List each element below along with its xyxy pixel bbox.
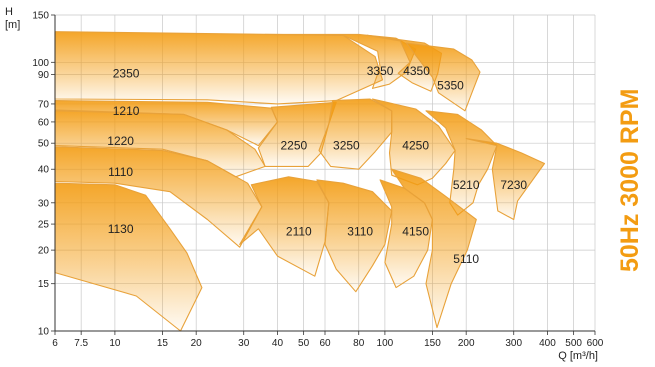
region-label-3250: 3250 bbox=[333, 139, 360, 153]
region-label-7230: 7230 bbox=[500, 178, 527, 192]
y-tick-label: 150 bbox=[32, 11, 49, 22]
x-tick-label: 400 bbox=[539, 338, 556, 349]
x-tick-label: 20 bbox=[191, 338, 203, 349]
region-5210 bbox=[425, 110, 498, 216]
y-axis-title: H bbox=[5, 6, 13, 18]
region-label-2350: 2350 bbox=[113, 66, 140, 80]
region-label-5110: 5110 bbox=[453, 252, 479, 266]
y-tick-label: 60 bbox=[38, 117, 50, 128]
y-tick-label: 100 bbox=[32, 58, 49, 69]
region-label-5350: 5350 bbox=[437, 78, 464, 92]
region-3250 bbox=[318, 98, 393, 170]
region-label-2250: 2250 bbox=[280, 139, 307, 153]
x-tick-label: 150 bbox=[424, 338, 441, 349]
region-3350 bbox=[264, 33, 417, 89]
x-tick-label: 50 bbox=[298, 338, 310, 349]
x-axis-title: Q [m³/h] bbox=[558, 350, 598, 362]
region-label-4150: 4150 bbox=[402, 224, 429, 238]
region-label-1210: 1210 bbox=[113, 104, 140, 118]
chart-title: 50Hz 3000 RPM bbox=[616, 89, 644, 272]
x-tick-label: 30 bbox=[238, 338, 250, 349]
region-label-4350: 4350 bbox=[403, 64, 430, 78]
x-tick-label: 10 bbox=[109, 338, 121, 349]
region-2350 bbox=[54, 31, 384, 105]
x-tick-label: 500 bbox=[565, 338, 582, 349]
y-tick-label: 10 bbox=[38, 327, 50, 338]
y-tick-label: 50 bbox=[38, 139, 50, 150]
region-1130 bbox=[54, 182, 203, 332]
x-tick-label: 15 bbox=[157, 338, 169, 349]
region-3110 bbox=[316, 179, 393, 293]
region-7230 bbox=[465, 138, 546, 221]
y-tick-label: 90 bbox=[38, 70, 50, 81]
x-tick-label: 7.5 bbox=[74, 338, 88, 349]
y-tick-label: 25 bbox=[38, 220, 50, 231]
region-label-3350: 3350 bbox=[367, 64, 394, 78]
x-tick-label: 6 bbox=[52, 338, 58, 349]
y-tick-label: 30 bbox=[38, 198, 50, 209]
y-tick-label: 20 bbox=[38, 246, 50, 257]
y-tick-label: 40 bbox=[38, 165, 50, 176]
y-tick-label: 70 bbox=[38, 99, 50, 110]
region-label-1220: 1220 bbox=[107, 134, 134, 148]
x-tick-label: 60 bbox=[319, 338, 331, 349]
region-label-1110: 1110 bbox=[108, 165, 133, 179]
region-label-5210: 5210 bbox=[453, 178, 480, 192]
x-tick-label: 600 bbox=[587, 338, 604, 349]
y-axis-unit: [m] bbox=[5, 19, 20, 31]
region-5110 bbox=[391, 168, 477, 329]
region-labels: 1130 1110 1220 1210 2350 2250 2110 3250 3110 3350… bbox=[107, 64, 527, 266]
region-label-3110: 3110 bbox=[347, 224, 373, 238]
x-tick-label: 300 bbox=[505, 338, 522, 349]
x-ticks: 6 7.5 10 15 20 30 40 50 60 80 100 150 200 300 400 500 60… bbox=[52, 331, 604, 349]
y-tick-label: 15 bbox=[38, 279, 50, 290]
x-tick-label: 80 bbox=[353, 338, 365, 349]
chart-title-vertical: 50Hz 3000 RPM bbox=[616, 89, 644, 272]
regions bbox=[54, 31, 546, 332]
x-tick-label: 200 bbox=[458, 338, 475, 349]
region-2110 bbox=[239, 176, 330, 277]
region-5350 bbox=[405, 42, 481, 112]
region-label-2110: 2110 bbox=[286, 224, 312, 238]
region-label-4250: 4250 bbox=[402, 139, 429, 153]
x-tick-label: 40 bbox=[272, 338, 284, 349]
x-tick-label: 100 bbox=[377, 338, 394, 349]
region-label-1130: 1130 bbox=[108, 222, 134, 236]
region-1210 bbox=[54, 100, 279, 147]
